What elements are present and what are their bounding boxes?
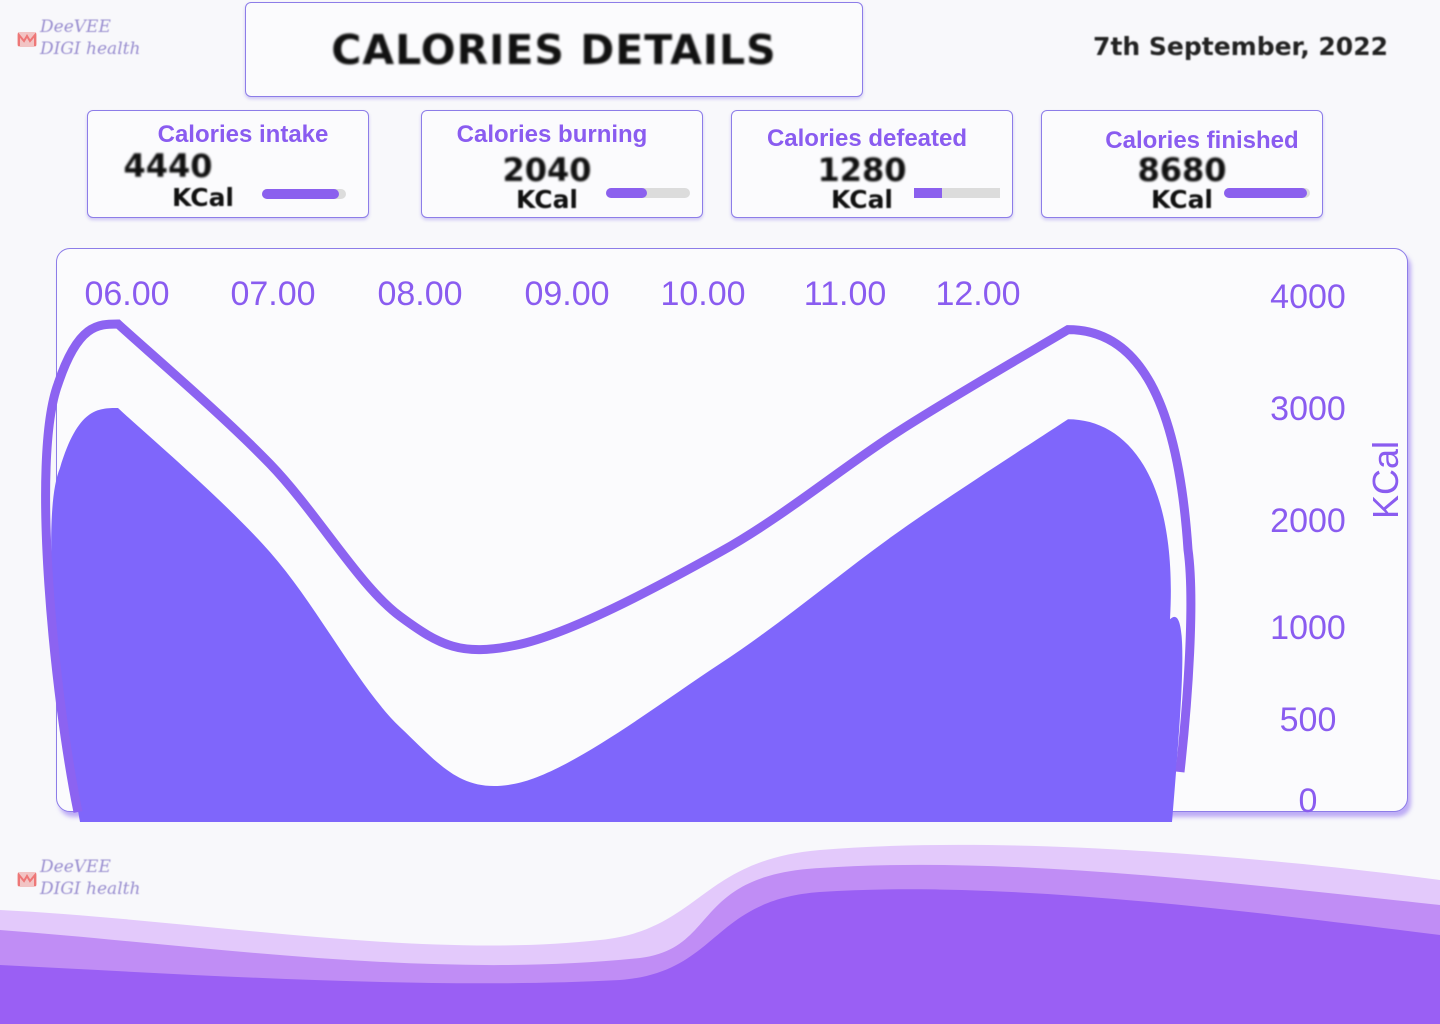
progress-fill (262, 189, 340, 199)
y-tick-label: 3000 (1270, 390, 1346, 428)
progress-bar (606, 188, 690, 198)
card-calories-burning: Calories burning 2040 KCal (421, 110, 703, 218)
x-tick-label: 07.00 (230, 275, 315, 313)
y-tick-label: 1000 (1270, 609, 1346, 647)
card-calories-finished: Calories finished 8680 KCal (1041, 110, 1323, 218)
progress-bar (262, 189, 346, 199)
card-label: Calories intake (157, 121, 329, 148)
series-burning-line (41, 319, 1196, 813)
card-calories-intake: Calories intake 4440 KCal (87, 110, 369, 218)
brand-line1: DeeVEE (40, 17, 111, 37)
card-label: Calories finished (1105, 127, 1299, 154)
x-tick-label: 06.00 (84, 275, 169, 313)
report-date: 7th September, 2022 (1093, 32, 1388, 61)
y-axis-label: KCal (1365, 441, 1406, 519)
card-value: 8680 (1137, 151, 1227, 189)
card-unit: KCal (830, 185, 894, 214)
brand-logo-footer: DeeVEE DIGI health (16, 856, 140, 900)
x-tick-label: 10.00 (660, 275, 745, 313)
card-value: 1280 (817, 151, 907, 189)
card-calories-defeated: Calories defeated 1280 KCal (731, 110, 1013, 218)
progress-fill (1224, 188, 1307, 198)
wave-dark (0, 889, 1440, 1024)
progress-bar (914, 188, 1000, 198)
card-label: Calories defeated (766, 125, 968, 152)
page-title-box: CALORIES DETAILS (245, 2, 863, 97)
brand-mark-icon (17, 32, 37, 47)
x-tick-label: 12.00 (935, 275, 1020, 313)
card-value: 4440 (123, 147, 213, 185)
progress-fill (914, 188, 942, 198)
brand-logo: DeeVEE DIGI health (16, 16, 140, 60)
y-tick-label: 500 (1280, 701, 1337, 739)
brand-line2: DIGI health (40, 879, 141, 899)
brand-line2: DIGI health (40, 39, 141, 59)
card-unit: KCal (1150, 185, 1214, 214)
y-tick-label: 2000 (1270, 502, 1346, 540)
page-title: CALORIES DETAILS (331, 25, 777, 74)
y-tick-label: 4000 (1270, 278, 1346, 316)
card-label: Calories burning (456, 121, 648, 148)
card-unit: KCal (171, 183, 235, 212)
brand-mark-icon (17, 872, 37, 887)
decorative-waves (0, 844, 1440, 1024)
brand-line1: DeeVEE (40, 857, 111, 877)
card-value: 2040 (502, 151, 592, 189)
y-tick-label: 0 (1299, 782, 1318, 820)
progress-fill (606, 188, 648, 198)
x-tick-label: 08.00 (377, 275, 462, 313)
series-intake-area (51, 408, 1183, 822)
card-unit: KCal (515, 185, 579, 214)
x-tick-label: 11.00 (804, 275, 887, 313)
progress-bar (1224, 188, 1310, 198)
x-tick-label: 09.00 (524, 275, 609, 313)
